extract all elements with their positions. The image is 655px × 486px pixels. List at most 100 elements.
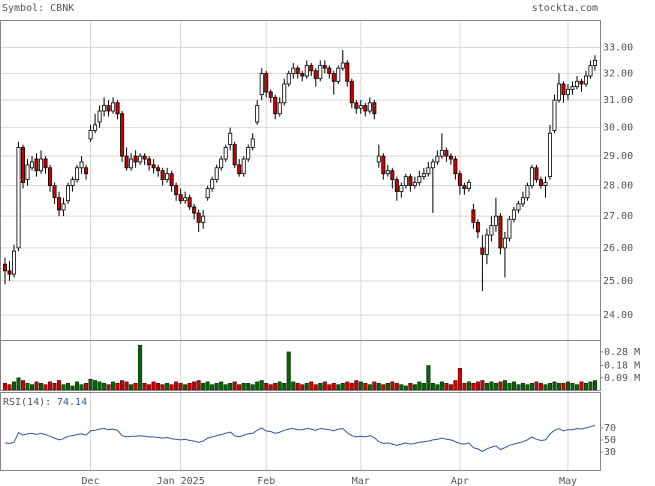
volume-bar	[214, 382, 219, 391]
volume-bar	[97, 381, 102, 391]
volume-bar	[534, 381, 539, 391]
candle-body	[160, 170, 165, 181]
candle-body	[264, 73, 269, 93]
volume-bar	[133, 382, 138, 391]
volume-bar	[88, 378, 93, 391]
candle-body	[39, 158, 44, 172]
volume-bar	[282, 382, 287, 391]
volume-bar	[583, 382, 588, 391]
volume-tick-label: 0.28 M	[604, 347, 640, 358]
volume-bar	[61, 384, 66, 391]
candle-body	[304, 65, 309, 77]
y-tick-label: 32.00	[603, 68, 633, 79]
volume-bar	[439, 381, 444, 391]
candle-body	[147, 158, 152, 166]
candle-body	[21, 147, 26, 184]
volume-bar	[223, 384, 228, 391]
candle-body	[448, 155, 453, 160]
candle-body	[435, 155, 440, 163]
candle-body	[165, 173, 170, 181]
volume-bar	[430, 382, 435, 391]
volume-bar	[412, 384, 417, 391]
volume-bar	[273, 382, 278, 391]
x-tick-label: Apr	[451, 476, 469, 486]
candle-body	[255, 105, 260, 123]
candle-body	[156, 167, 161, 172]
volume-bar	[570, 382, 575, 391]
volume-bar	[556, 382, 561, 391]
candle-body	[43, 158, 48, 169]
volume-bar	[129, 384, 134, 391]
volume-bar	[457, 368, 462, 391]
volume-bar	[156, 382, 161, 391]
volume-bar	[547, 382, 552, 391]
volume-bar	[43, 384, 48, 391]
source-label: stockta.com	[532, 3, 598, 14]
volume-bar	[232, 381, 237, 391]
candle-body	[543, 182, 548, 187]
volume-bar	[588, 381, 593, 391]
volume-bar	[358, 381, 363, 391]
candle-body	[34, 158, 39, 172]
volume-tick-label: 0.18 M	[604, 361, 640, 372]
candle-body	[201, 215, 206, 223]
candle-body	[408, 176, 413, 187]
volume-bar	[376, 382, 381, 391]
candle-body	[75, 167, 80, 181]
volume-bar	[174, 381, 179, 391]
x-tick-label: Mar	[352, 476, 370, 486]
volume-bar	[196, 380, 201, 391]
candle-body	[232, 144, 237, 166]
rsi-tick-label: 30	[604, 447, 616, 458]
candle-body	[457, 173, 462, 187]
candle-body	[291, 67, 296, 74]
candle-body	[295, 67, 300, 74]
volume-bar	[160, 384, 165, 391]
candle-body	[25, 164, 30, 181]
volume-bar	[48, 381, 53, 391]
candle-body	[593, 59, 598, 66]
candle-body	[502, 237, 507, 249]
volume-bar	[84, 382, 89, 391]
candle-body	[115, 102, 120, 115]
volume-bar	[106, 384, 111, 391]
volume-bar	[516, 384, 521, 391]
candle-body	[282, 83, 287, 104]
candle-body	[129, 158, 134, 169]
volume-bar	[520, 382, 525, 391]
volume-bar	[543, 384, 548, 391]
y-tick-label: 25.00	[603, 276, 633, 287]
volume-bar	[201, 382, 206, 391]
volume-bar	[484, 382, 489, 391]
candle-body	[376, 155, 381, 163]
candle-body	[385, 170, 390, 175]
volume-bar	[471, 382, 476, 391]
y-tick-label: 24.00	[603, 310, 633, 321]
candle-body	[214, 167, 219, 181]
candle-body	[178, 194, 183, 202]
candle-body	[7, 270, 12, 275]
candle-body	[466, 182, 471, 190]
volume-tick-label: 0.09 M	[604, 373, 640, 384]
volume-bar	[178, 382, 183, 391]
volume-bar	[147, 384, 152, 391]
candle-body	[97, 110, 102, 123]
volume-bar	[529, 382, 534, 391]
candle-body	[475, 222, 480, 233]
candle-body	[354, 102, 359, 109]
volume-bar	[385, 382, 390, 391]
volume-bar	[16, 377, 21, 391]
volume-bar	[93, 380, 98, 391]
candle-body	[151, 164, 156, 169]
candle-body	[403, 176, 408, 187]
candle-body	[93, 124, 98, 131]
volume-bar	[399, 384, 404, 391]
x-tick-label: Feb	[257, 476, 275, 486]
volume-bar	[21, 380, 26, 391]
volume-bar	[426, 365, 431, 391]
rsi-tick-label: 50	[604, 435, 616, 446]
candle-body	[102, 105, 107, 112]
volume-bar	[151, 381, 156, 391]
volume-bar	[538, 382, 543, 391]
